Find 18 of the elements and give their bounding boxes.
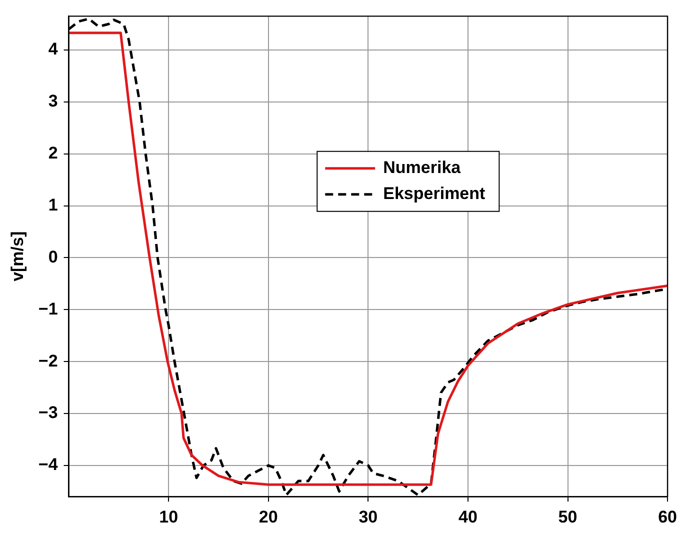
- legend-label: Eksperiment: [383, 184, 486, 204]
- y-tick-label: −1: [38, 299, 58, 318]
- x-tick-label: 10: [159, 507, 178, 526]
- y-tick-label: 1: [48, 195, 58, 214]
- x-tick-label: 40: [458, 507, 478, 526]
- x-tick-label: 50: [558, 507, 578, 526]
- x-tick-label: 60: [658, 507, 678, 526]
- y-tick-label: 3: [48, 92, 58, 111]
- y-axis-title: v[m/s]: [8, 231, 27, 282]
- y-tick-label: 4: [48, 40, 58, 59]
- y-tick-label: 0: [48, 247, 58, 266]
- legend-label: Numerika: [383, 158, 462, 178]
- y-tick-label: −2: [38, 351, 58, 370]
- x-tick-label: 20: [258, 507, 278, 526]
- x-tick-label: 30: [358, 507, 378, 526]
- y-tick-label: −3: [38, 403, 58, 422]
- y-tick-label: 2: [48, 144, 58, 163]
- y-tick-label: −4: [38, 455, 58, 474]
